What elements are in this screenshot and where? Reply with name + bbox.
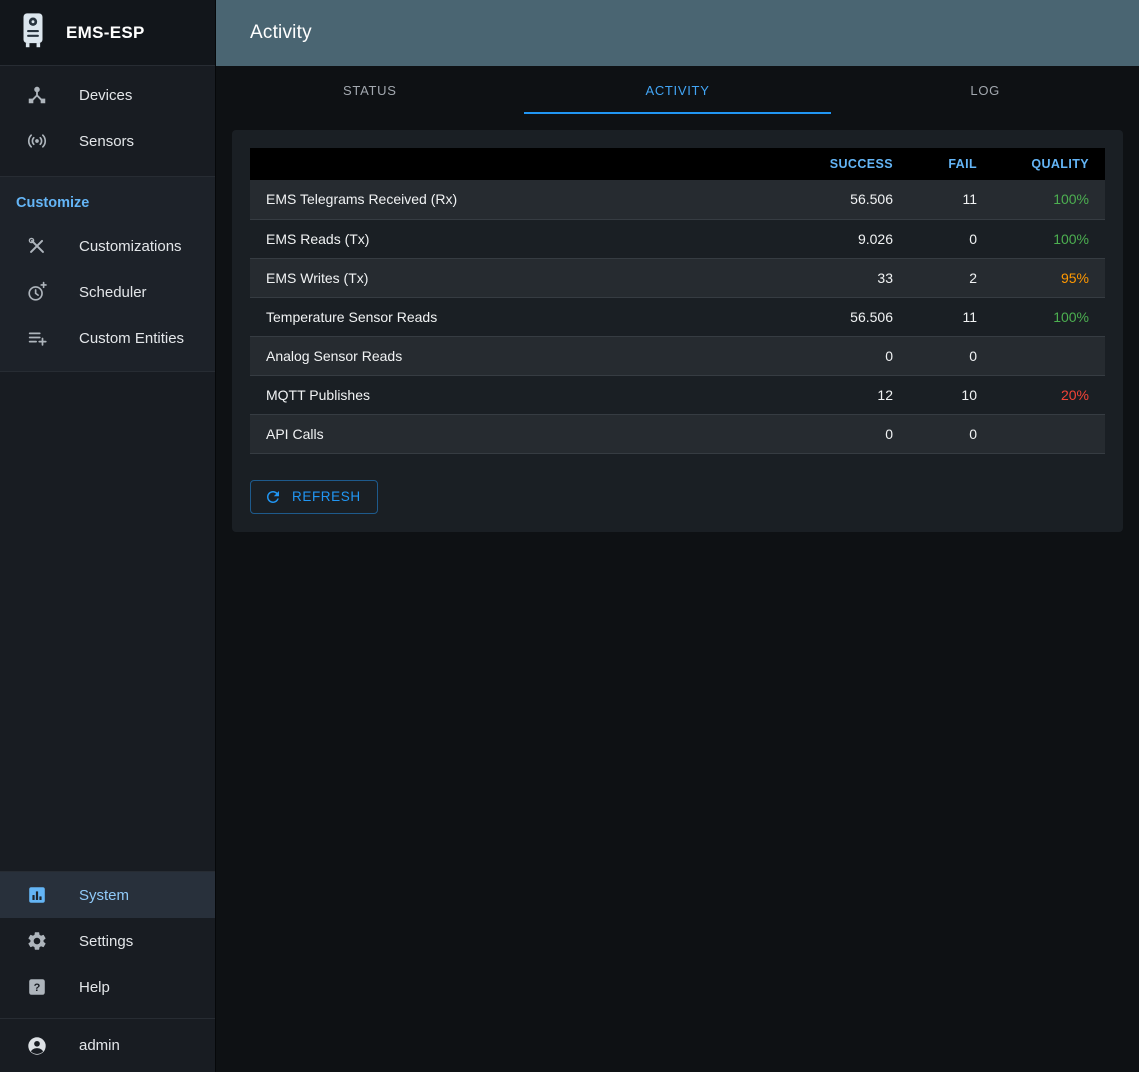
sidebar-item-label: Customizations [79,237,182,255]
tab-activity[interactable]: ACTIVITY [523,66,832,114]
user-menu-admin[interactable]: admin [0,1019,215,1072]
sidebar-nav: Devices Sensors Customize [0,66,215,372]
appbar: Activity [216,0,1139,66]
refresh-button-label: REFRESH [292,489,361,504]
user-label: admin [79,1037,120,1054]
col-header-success: SUCCESS [797,148,909,180]
row-success: 12 [797,375,909,415]
devices-icon [26,84,48,106]
sidebar-divider [0,1018,215,1019]
sidebar-item-custom-entities[interactable]: Custom Entities [0,315,215,361]
col-header-name [250,148,797,180]
app-title: EMS-ESP [66,22,145,42]
sidebar-item-label: Sensors [79,132,135,150]
row-quality: 20% [993,375,1105,415]
row-quality: 100% [993,180,1105,220]
row-fail: 2 [909,258,993,298]
sidebar-section-customize: Customize [16,195,90,211]
custom-entities-icon [26,327,48,349]
svg-text:?: ? [34,982,41,994]
sensors-icon [26,130,48,152]
table-row: EMS Writes (Tx) 33 2 95% [250,258,1105,298]
row-fail: 0 [909,219,993,259]
row-success: 9.026 [797,219,909,259]
row-success: 56.506 [797,180,909,220]
table-row: EMS Telegrams Received (Rx) 56.506 11 100% [250,180,1105,220]
app-logo-row: EMS-ESP [0,0,215,66]
sidebar-item-customizations[interactable]: Customizations [0,223,215,269]
row-quality: 100% [993,297,1105,337]
app-logo-icon [14,11,52,54]
row-label: MQTT Publishes [250,375,797,415]
sidebar-item-label: Scheduler [79,283,147,301]
row-quality: 95% [993,258,1105,298]
sidebar-item-sensors[interactable]: Sensors [0,118,215,164]
sidebar-item-label: Settings [79,932,134,950]
sidebar-item-label: Help [79,978,110,996]
row-success: 33 [797,258,909,298]
help-icon: ? [26,976,48,998]
col-header-fail: FAIL [909,148,993,180]
row-label: Analog Sensor Reads [250,336,797,376]
row-fail: 0 [909,336,993,376]
row-success: 0 [797,336,909,376]
activity-card: SUCCESS FAIL QUALITY EMS Telegrams Recei… [232,130,1123,532]
row-quality [993,336,1105,376]
row-label: Temperature Sensor Reads [250,297,797,337]
row-quality [993,414,1105,454]
customizations-icon [26,235,48,257]
refresh-button[interactable]: REFRESH [250,479,378,514]
sidebar-item-label: Custom Entities [79,329,185,347]
sidebar-item-help[interactable]: ? Help [0,964,215,1010]
refresh-icon [264,488,282,506]
row-fail: 11 [909,297,993,337]
activity-table: SUCCESS FAIL QUALITY EMS Telegrams Recei… [250,148,1105,454]
row-fail: 0 [909,414,993,454]
sidebar-bottom: System Settings ? Help [0,871,215,1072]
row-fail: 11 [909,180,993,220]
row-label: EMS Telegrams Received (Rx) [250,180,797,220]
tab-log[interactable]: LOG [970,82,1000,98]
row-quality: 100% [993,219,1105,259]
sidebar-item-settings[interactable]: Settings [0,918,215,964]
sidebar-customize-group: Customize Customizations [0,176,215,372]
sidebar-item-system[interactable]: System [0,872,215,918]
table-row: Analog Sensor Reads 0 0 [250,336,1105,376]
account-icon [26,1035,48,1057]
table-row: Temperature Sensor Reads 56.506 11 100% [250,297,1105,337]
row-success: 56.506 [797,297,909,337]
activity-table-body: EMS Telegrams Received (Rx) 56.506 11 100% E… [250,180,1105,454]
col-header-quality: QUALITY [993,148,1105,180]
scheduler-icon [26,281,48,303]
row-success: 0 [797,414,909,454]
sidebar-item-label: Devices [79,86,133,104]
table-header-row: SUCCESS FAIL QUALITY [250,148,1105,180]
tab-status[interactable]: STATUS [343,82,397,98]
page-title: Activity [250,22,312,43]
gear-icon [26,930,48,952]
table-row: MQTT Publishes 12 10 20% [250,375,1105,415]
sidebar-item-scheduler[interactable]: Scheduler [0,269,215,315]
table-row: API Calls 0 0 [250,414,1105,454]
row-label: EMS Writes (Tx) [250,258,797,298]
system-icon [26,884,48,906]
row-fail: 10 [909,375,993,415]
table-row: EMS Reads (Tx) 9.026 0 100% [250,219,1105,259]
sidebar-item-devices[interactable]: Devices [0,72,215,118]
row-label: API Calls [250,414,797,454]
sidebar-item-label: System [79,886,130,904]
main-area: Activity STATUS ACTIVITY LOG SUCCESS FAI… [216,0,1139,1072]
sidebar: EMS-ESP Devices Sensors [0,0,216,1072]
tab-bar: STATUS ACTIVITY LOG [216,66,1139,114]
row-label: EMS Reads (Tx) [250,219,797,259]
